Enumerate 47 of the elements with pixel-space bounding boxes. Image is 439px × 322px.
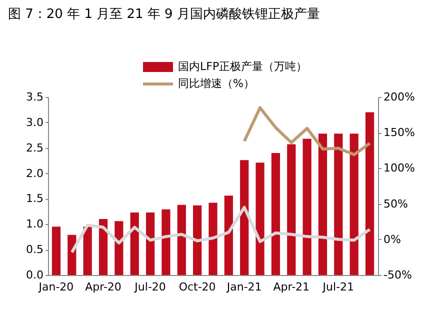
- bar: [52, 226, 61, 275]
- y2-tick-label: 0%: [384, 232, 401, 246]
- y-tick-label: 0.0: [26, 268, 44, 282]
- bar: [177, 204, 186, 275]
- bar: [146, 212, 155, 275]
- y-tick-label: 2.0: [26, 166, 44, 180]
- y2-tick-label: 50%: [384, 197, 408, 210]
- y2-tick-label: 150%: [384, 126, 415, 140]
- y-tick-label: 3.5: [26, 90, 44, 104]
- legend-label: 同比增速（%）: [178, 77, 254, 90]
- y2-tick-label: 200%: [384, 90, 415, 104]
- bar: [256, 162, 264, 275]
- x-tick-label: Jan-20: [38, 280, 74, 294]
- line-series: [242, 106, 372, 156]
- bar: [130, 212, 139, 275]
- bar: [162, 209, 170, 275]
- x-tick-label: Apr-21: [273, 280, 310, 294]
- bar: [240, 160, 249, 275]
- bar: [114, 221, 124, 275]
- chart-title: 图 7：20 年 1 月至 21 年 9 月国内磷酸铁锂正极产量: [8, 7, 320, 22]
- y2-tick-label: -50%: [384, 268, 412, 282]
- bar: [208, 202, 218, 275]
- bar: [318, 134, 328, 275]
- y2-tick-label: 100%: [384, 162, 415, 175]
- bar: [224, 196, 233, 275]
- line-series: [70, 206, 372, 254]
- bar: [302, 138, 312, 275]
- y-tick-label: 2.5: [26, 141, 44, 154]
- y-tick-label: 1.0: [26, 218, 44, 231]
- bar: [83, 226, 92, 275]
- x-tick-label: Jul-21: [322, 280, 354, 294]
- x-tick-label: Oct-20: [178, 280, 216, 294]
- x-tick-label: Apr-20: [85, 280, 122, 294]
- y-tick-label: 0.5: [26, 243, 44, 256]
- legend-label: 国内LFP正极产量（万吨）: [178, 60, 308, 73]
- bar: [350, 134, 358, 275]
- y-tick-label: 3.0: [26, 116, 44, 129]
- bar: [68, 234, 76, 275]
- x-tick-label: Jul-20: [134, 280, 166, 294]
- y-tick-label: 1.5: [26, 192, 44, 206]
- bar: [98, 219, 108, 275]
- bar: [271, 152, 280, 275]
- bar: [193, 205, 202, 275]
- bar: [334, 134, 343, 275]
- bar: [287, 144, 296, 275]
- x-tick-label: Jan-21: [226, 280, 262, 294]
- bar: [365, 112, 374, 275]
